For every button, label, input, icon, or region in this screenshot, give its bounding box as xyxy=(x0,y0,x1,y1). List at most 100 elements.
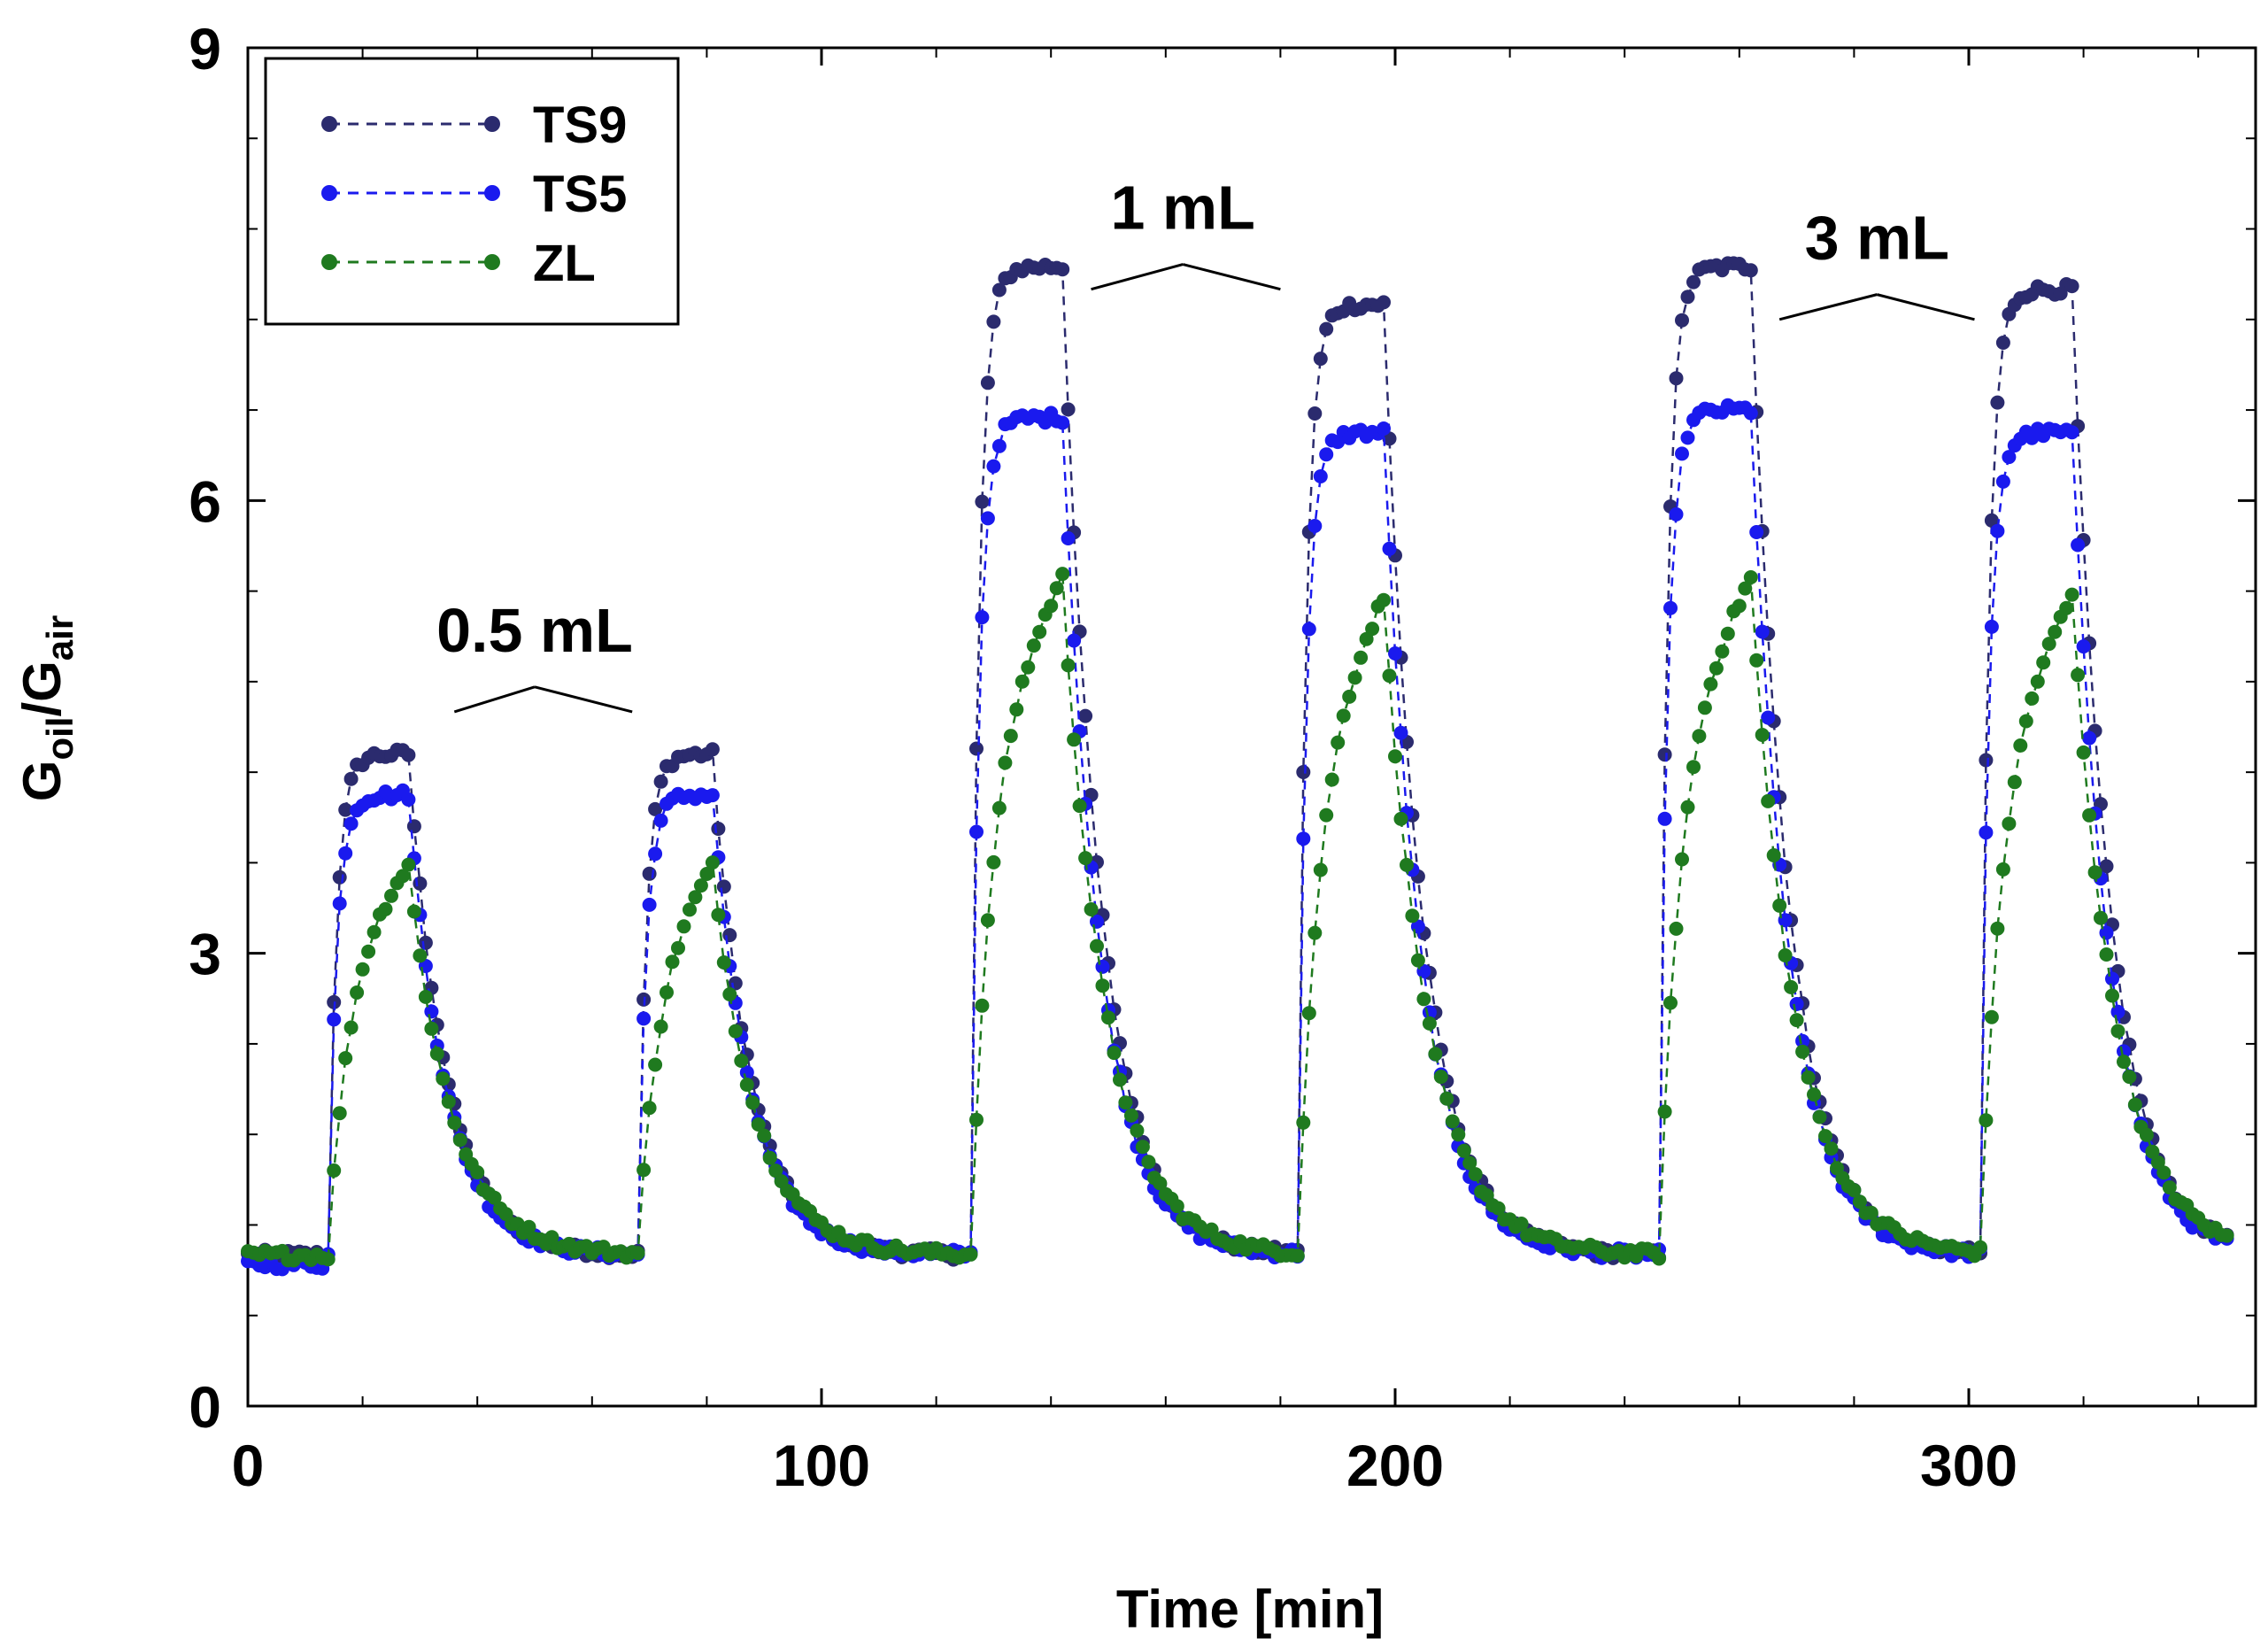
y-tick-label: 6 xyxy=(189,468,221,534)
data-point xyxy=(366,924,382,939)
data-point xyxy=(2064,587,2079,602)
data-point xyxy=(739,1078,754,1093)
data-point xyxy=(768,1163,783,1178)
legend-marker xyxy=(321,116,337,132)
data-point xyxy=(2002,816,2017,831)
data-point xyxy=(1055,567,1070,582)
data-point xyxy=(1101,1010,1115,1025)
data-point xyxy=(1801,1070,1816,1085)
data-point xyxy=(2002,450,2017,465)
x-tick-label: 100 xyxy=(773,1433,870,1498)
data-point xyxy=(401,747,416,762)
data-point xyxy=(1382,668,1397,684)
data-point xyxy=(2139,1127,2154,1142)
data-point xyxy=(1852,1194,1867,1209)
data-point xyxy=(1014,674,1030,689)
data-point xyxy=(320,1252,336,1267)
data-point xyxy=(1755,728,1770,742)
legend-label: ZL xyxy=(533,235,596,292)
data-point xyxy=(327,1012,342,1027)
data-point xyxy=(969,824,984,839)
data-point xyxy=(1141,1155,1156,1170)
annotation-label: 0.5 mL xyxy=(436,596,633,665)
data-point xyxy=(1433,1070,1448,1085)
y-axis-title-base: G xyxy=(12,761,72,802)
data-point xyxy=(2219,1228,2234,1243)
legend: TS9 TS5 ZL xyxy=(264,57,680,326)
data-point xyxy=(1009,702,1024,717)
data-point xyxy=(2094,910,2108,925)
annotation-line xyxy=(453,685,536,714)
data-point xyxy=(1669,921,1684,936)
data-point xyxy=(544,1230,559,1245)
data-point xyxy=(975,610,990,625)
data-point xyxy=(1743,406,1758,421)
annotation-line xyxy=(1778,293,1878,321)
data-point xyxy=(1003,729,1018,744)
data-point xyxy=(705,855,720,870)
data-point xyxy=(1118,1095,1133,1110)
data-point xyxy=(1761,793,1776,808)
data-point xyxy=(739,1065,754,1080)
data-point xyxy=(2156,1165,2172,1180)
data-point xyxy=(1296,765,1311,779)
data-point xyxy=(1743,263,1758,278)
data-point xyxy=(642,897,657,912)
data-point xyxy=(1979,1113,1994,1128)
data-point xyxy=(338,802,353,817)
data-point xyxy=(1313,862,1328,877)
x-axis-title: Time [min] xyxy=(1116,1580,1384,1639)
data-point xyxy=(693,878,708,893)
data-point xyxy=(969,1112,984,1127)
data-point xyxy=(441,1094,456,1109)
data-point xyxy=(683,902,697,917)
data-point xyxy=(636,1011,652,1026)
data-point xyxy=(1055,415,1070,430)
data-point xyxy=(1377,592,1391,607)
data-point xyxy=(384,888,398,903)
data-point xyxy=(1680,430,1695,445)
data-point xyxy=(1995,336,2010,350)
data-point xyxy=(1347,670,1362,685)
data-point xyxy=(1990,395,2005,410)
data-point xyxy=(1061,531,1076,545)
data-point xyxy=(1123,1108,1138,1123)
data-point xyxy=(1308,406,1323,421)
data-point xyxy=(1657,811,1672,826)
data-point xyxy=(1301,1006,1316,1021)
series-layer xyxy=(241,256,2234,1277)
y-tick-label: 3 xyxy=(189,922,221,987)
data-point xyxy=(1703,676,1718,692)
data-point xyxy=(986,459,1001,474)
annotation-label: 3 mL xyxy=(1805,204,1949,273)
data-point xyxy=(1078,851,1093,866)
data-point xyxy=(1319,447,1334,462)
data-point xyxy=(1393,811,1408,826)
data-point xyxy=(1657,1104,1672,1119)
data-point xyxy=(406,819,421,834)
data-point xyxy=(424,1021,439,1036)
plot-border xyxy=(246,46,2257,1408)
data-point xyxy=(447,1116,462,1130)
data-point xyxy=(1308,925,1323,940)
data-point xyxy=(1067,633,1082,648)
data-point xyxy=(1313,469,1328,483)
data-point xyxy=(1692,729,1707,744)
data-point xyxy=(688,890,703,905)
data-point xyxy=(1319,321,1334,336)
data-point xyxy=(1772,898,1787,913)
data-point xyxy=(636,1163,652,1178)
data-point xyxy=(1669,506,1684,522)
data-point xyxy=(762,1150,777,1165)
data-point xyxy=(1675,313,1689,328)
data-point xyxy=(1749,525,1764,539)
data-point xyxy=(963,1247,978,1262)
data-point xyxy=(1331,735,1346,750)
data-point xyxy=(521,1219,536,1234)
data-point xyxy=(355,962,370,977)
data-point xyxy=(1090,939,1104,954)
data-point xyxy=(1428,1047,1443,1062)
data-point xyxy=(1061,658,1076,673)
data-point xyxy=(1153,1176,1168,1191)
data-point xyxy=(2117,1055,2131,1070)
